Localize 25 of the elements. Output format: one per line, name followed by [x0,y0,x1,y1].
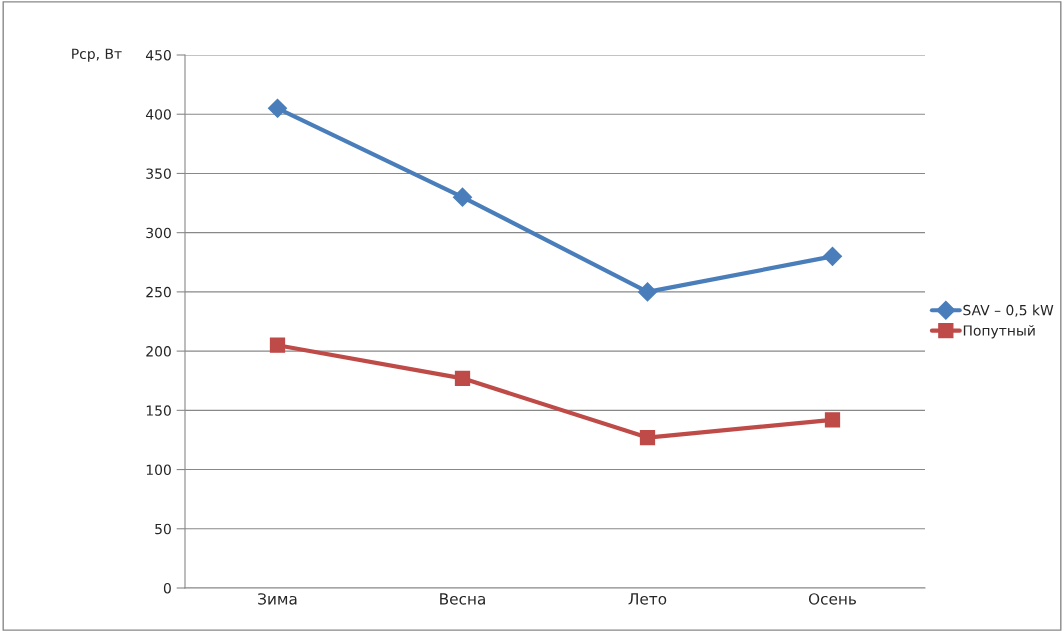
legend-label: SAV – 0,5 kW [963,304,1054,317]
point [822,246,843,266]
y-tick-label: 250 [146,286,171,298]
point [637,282,658,302]
x-tick-label: Осень [808,593,857,605]
point [452,187,473,207]
x-tick-label: Зима [258,593,297,605]
legend-label: Попутный [963,325,1035,339]
y-tick-label: 400 [145,109,171,120]
y-tick-label: 300 [146,227,171,239]
y-tick-label: 50 [155,523,171,535]
point [454,370,471,386]
y-tick-label: 450 [145,49,171,61]
y-tick-label: 100 [146,464,171,476]
point [639,429,656,446]
y-axis-title: Pcp, Вт [72,48,122,62]
y-tick-label: 0 [163,582,171,594]
point [824,412,841,428]
point [269,337,286,353]
point [267,98,288,118]
y-tick-label: 200 [146,346,171,357]
x-tick-label: Весна [440,593,485,605]
y-tick-label: 350 [146,168,171,179]
x-tick-label: Лето [628,593,667,605]
y-tick-label: 150 [146,405,171,416]
